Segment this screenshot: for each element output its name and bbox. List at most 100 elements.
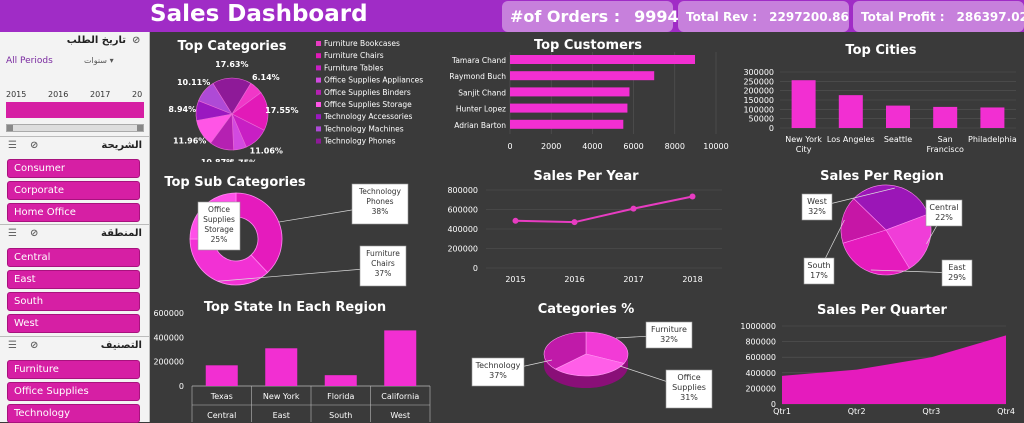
bar-philadelphia (980, 107, 1005, 128)
legend-item-furniture-bookcases: Furniture Bookcases (324, 39, 400, 48)
bar-sanjit-chand (510, 87, 630, 97)
bar-seattle (886, 105, 910, 128)
slice-south (840, 198, 887, 244)
timeline-unit[interactable]: سنوات ▾ (84, 56, 114, 65)
bar-new-york-city (791, 80, 816, 128)
data-label-office-supplies-appliances: 5.75% (229, 159, 257, 162)
x-tick-2017: 2017 (623, 275, 643, 284)
x-tick-2018: 2018 (682, 275, 702, 284)
y-tick-600000: 600000 (153, 309, 184, 318)
top-sub-categories-title: Top Sub Categories (164, 175, 306, 190)
top-sub-categories-chart: Top Sub Categories Technology Phones 38% Fu… (164, 175, 409, 287)
x-tick-san-francisco: San Francisco (927, 135, 964, 154)
timeline-period: All Periods (6, 56, 53, 66)
x-tick-qtr3: Qtr3 (922, 407, 940, 416)
slicer-item-south[interactable]: South (7, 292, 140, 311)
slicer-item-corporate[interactable]: Corporate (7, 181, 140, 200)
timeline-scrollbar[interactable] (6, 124, 144, 132)
y-tick-0: 0 (473, 264, 478, 273)
top-state-plot: 0 200000 400000 600000 Texas Central New York E… (153, 309, 431, 422)
profit-label: Total Profit : (861, 9, 945, 24)
legend-swatch-technology-accessories (316, 114, 321, 120)
y-tick-800000: 800000 (745, 338, 776, 347)
segment-title: الشريحة (101, 140, 142, 151)
categories-pct-title: Categories % (538, 302, 635, 317)
callout-box-south (803, 257, 835, 285)
legend-item-office-supplies-storage: Office Supplies Storage (324, 100, 412, 109)
slicer-item-home-office[interactable]: Home Office (7, 203, 140, 222)
y-tick-400000: 400000 (153, 333, 184, 342)
slicer-item-consumer[interactable]: Consumer (7, 159, 140, 178)
y-tick-200000: 200000 (745, 384, 776, 393)
legend-swatch-furniture-chairs (316, 53, 321, 59)
orders-kpi: #of Orders : 9994 (502, 1, 679, 32)
region-header: ☰ ⊘ المنطقة (0, 224, 150, 244)
legend-item-furniture-chairs: Furniture Chairs (324, 51, 384, 60)
y-tick-adrian-barton: Adrian Barton (454, 121, 506, 130)
slicer-item-furniture[interactable]: Furniture (7, 360, 140, 379)
timeline-bar[interactable] (6, 102, 144, 118)
data-label-furniture-chairs: Furniture Chairs 37% (366, 249, 400, 278)
orders-label: #of Orders : (510, 7, 621, 26)
multi-select-icon[interactable]: ☰ (8, 340, 17, 351)
sales-per-region-chart: Sales Per Region West 32% Central 22% East 29… (801, 169, 973, 287)
data-label-office-supplies-binders: 10.87% (201, 158, 234, 162)
data-label-furniture: Furniture 32% (651, 325, 687, 344)
clear-filter-icon[interactable]: ⊘ (30, 140, 39, 151)
slice-technology-phones (212, 77, 252, 115)
slicer-item-technology[interactable]: Technology (7, 404, 140, 423)
legend-item-office-supplies-appliances: Office Supplies Appliances (324, 76, 423, 85)
callout-box-central (925, 199, 963, 227)
clear-filter-icon[interactable]: ⊘ (30, 228, 39, 239)
x-tick-0: 0 (507, 142, 512, 151)
bar-hunter-lopez (510, 103, 628, 113)
bar-tamara-chand (510, 55, 696, 64)
multi-select-icon[interactable]: ☰ (8, 228, 17, 239)
group-label-central: Central (207, 411, 236, 420)
categories-pct-chart: Categories % Furniture 32% Office Supplies 3… (471, 302, 713, 409)
sales-per-year-chart: Sales Per Year 0 200000 400000 600000 800000… (447, 169, 722, 284)
y-tick-400000: 400000 (447, 225, 478, 234)
data-label-west: West 32% (807, 197, 827, 216)
y-tick-250000: 250000 (743, 77, 774, 86)
top-cities-chart: Top Cities 05000010000015000020000025000… (743, 43, 1017, 154)
x-tick-4000: 4000 (582, 142, 602, 151)
revenue-kpi: Total Rev : 2297200.86 (678, 1, 849, 32)
data-label-furniture-bookcases: 6.14% (252, 73, 280, 82)
slicer-item-central[interactable]: Central (7, 248, 140, 267)
multi-select-icon[interactable]: ☰ (8, 140, 17, 151)
slicer-item-east[interactable]: East (7, 270, 140, 289)
series-line (515, 195, 693, 224)
top-state-chart: Top State In Each Region 0 200000 400000 60… (153, 300, 431, 422)
slicer-item-office-supplies[interactable]: Office Supplies (7, 382, 140, 401)
scroll-left-handle[interactable] (7, 125, 13, 131)
data-label-technology-accessories: 8.94% (168, 105, 196, 114)
legend-item-technology-machines: Technology Machines (323, 124, 404, 133)
x-tick-philadelphia: Philadelphia (968, 135, 1017, 144)
y-tick-200000: 200000 (743, 87, 774, 96)
sales-per-quarter-title: Sales Per Quarter (817, 303, 947, 318)
clear-filter-icon[interactable]: ⊘ (132, 35, 141, 46)
slicer-item-west[interactable]: West (7, 314, 140, 333)
clear-filter-icon[interactable]: ⊘ (30, 340, 39, 351)
x-tick-seattle: Seattle (884, 135, 912, 144)
legend-swatch-furniture-tables (316, 65, 321, 71)
legend-swatch-office-supplies-appliances (316, 77, 321, 83)
segment-header: ☰ ⊘ الشريحة (0, 136, 150, 156)
slice-furniture (585, 331, 629, 364)
scroll-right-handle[interactable] (137, 125, 143, 131)
y-tick-sanjit-chand: Sanjit Chand (458, 88, 506, 97)
data-label-technology-phones: Technology Phones 38% (358, 187, 402, 216)
top-customers-plot: 0 2000 4000 6000 8000 10000 Tamara Chand Raymon… (449, 52, 729, 151)
legend-item-office-supplies-binders: Office Supplies Binders (324, 88, 411, 97)
x-tick-2000: 2000 (541, 142, 561, 151)
leader-line-furniture-chairs (217, 267, 377, 282)
bar-los-angeles (838, 95, 863, 128)
top-customers-chart: Top Customers 0 2000 4000 6000 8000 10000 Tama… (449, 38, 729, 151)
timeline-year-4: 20 (132, 90, 143, 99)
x-tick-10000: 10000 (703, 142, 728, 151)
top-cities-title: Top Cities (845, 43, 916, 58)
point-2018 (689, 193, 696, 200)
y-tick-200000: 200000 (153, 358, 184, 367)
point-2016 (571, 219, 578, 226)
